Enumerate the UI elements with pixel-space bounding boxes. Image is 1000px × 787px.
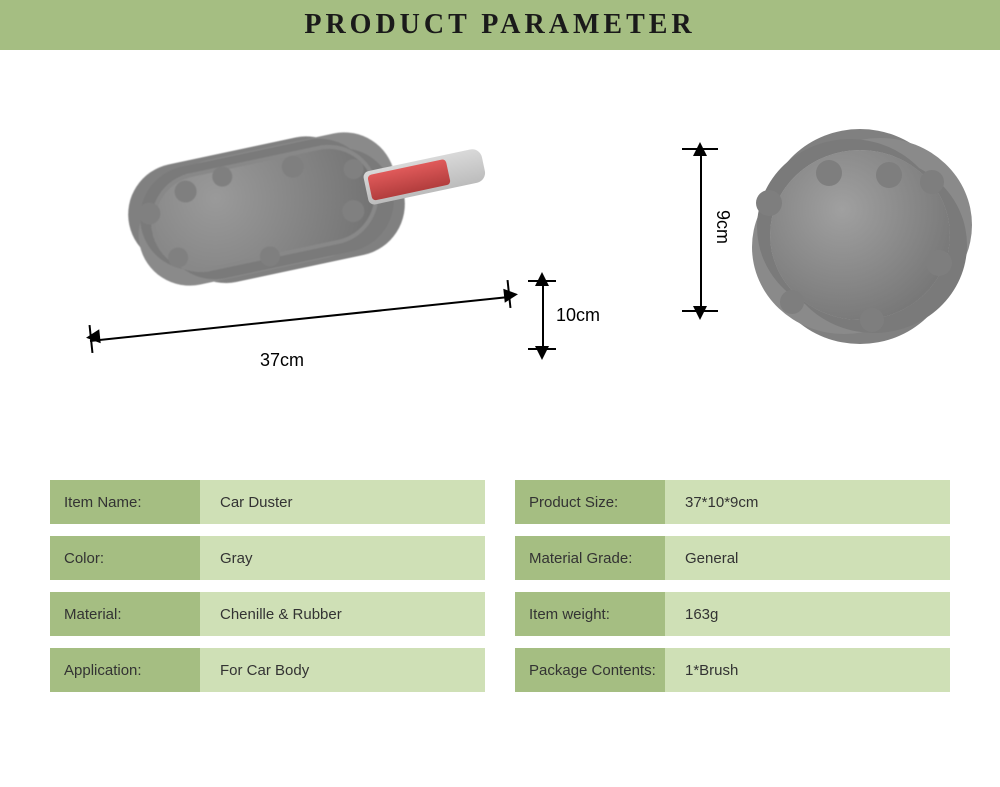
table-row: Material: Chenille & Rubber: [50, 592, 485, 636]
product-view-length: 37cm 10cm: [90, 120, 590, 380]
header-band: PRODUCT PARAMETER: [0, 0, 1000, 50]
dim-tick: [528, 280, 556, 282]
arrow-icon: [503, 287, 518, 302]
spec-col-left: Item Name: Car Duster Color: Gray Materi…: [50, 480, 485, 692]
table-row: Package Contents: 1*Brush: [515, 648, 950, 692]
spec-label: Item weight:: [515, 592, 665, 636]
chenille-head-icon: [142, 136, 388, 282]
table-row: Product Size: 37*10*9cm: [515, 480, 950, 524]
table-row: Material Grade: General: [515, 536, 950, 580]
dim-label-length: 37cm: [260, 350, 304, 371]
table-row: Item weight: 163g: [515, 592, 950, 636]
spec-value: Gray: [200, 536, 485, 580]
spec-label: Application:: [50, 648, 200, 692]
spec-label: Material Grade:: [515, 536, 665, 580]
table-row: Item Name: Car Duster: [50, 480, 485, 524]
spec-value: For Car Body: [200, 648, 485, 692]
arrow-icon: [85, 329, 100, 344]
table-row: Application: For Car Body: [50, 648, 485, 692]
dim-tick: [682, 310, 718, 312]
spec-value: Car Duster: [200, 480, 485, 524]
header-title: PRODUCT PARAMETER: [304, 9, 695, 41]
spec-label: Package Contents:: [515, 648, 665, 692]
spec-value: General: [665, 536, 950, 580]
spec-col-right: Product Size: 37*10*9cm Material Grade: …: [515, 480, 950, 692]
product-figure-area: 37cm 10cm 9cm: [0, 50, 1000, 470]
dim-line-width: [542, 280, 544, 350]
dim-tick: [528, 348, 556, 350]
spec-value: 37*10*9cm: [665, 480, 950, 524]
spec-value: Chenille & Rubber: [200, 592, 485, 636]
handle-icon: [362, 147, 486, 205]
arrow-icon: [693, 306, 707, 320]
arrow-icon: [535, 272, 549, 286]
dim-label-height: 9cm: [712, 210, 733, 244]
dim-line-length: [90, 296, 508, 342]
dim-tick: [682, 148, 718, 150]
spec-label: Material:: [50, 592, 200, 636]
product-view-height: 9cm: [670, 130, 950, 350]
chenille-end-icon: [770, 150, 950, 320]
spec-label: Product Size:: [515, 480, 665, 524]
spec-label: Item Name:: [50, 480, 200, 524]
spec-value: 1*Brush: [665, 648, 950, 692]
table-row: Color: Gray: [50, 536, 485, 580]
duster-illustration: [140, 109, 470, 301]
dim-line-height: [700, 150, 702, 310]
spec-table: Item Name: Car Duster Color: Gray Materi…: [0, 480, 1000, 692]
dim-label-width: 10cm: [556, 305, 600, 326]
spec-label: Color:: [50, 536, 200, 580]
spec-value: 163g: [665, 592, 950, 636]
